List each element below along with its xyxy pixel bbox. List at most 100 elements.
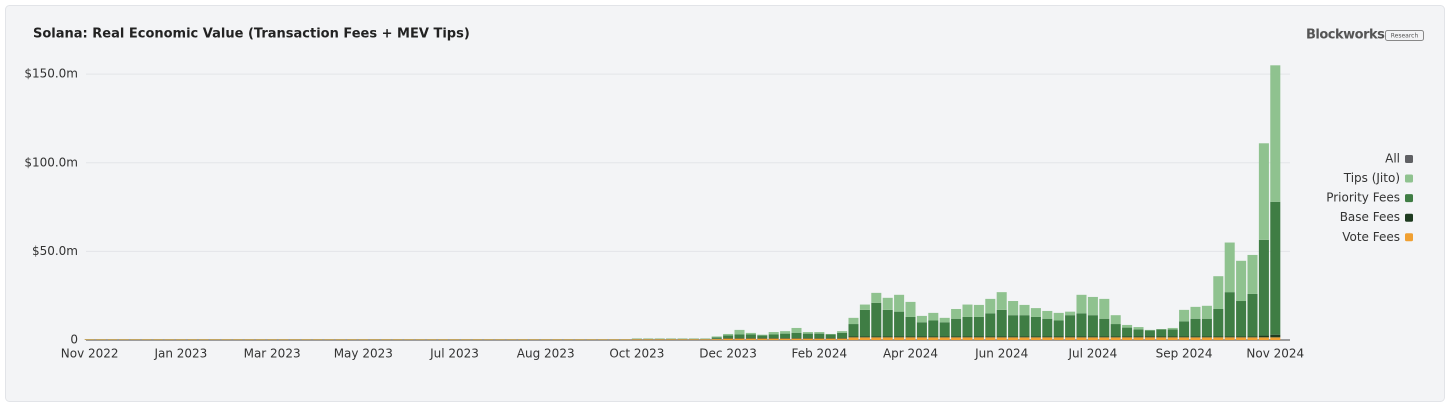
bar-segment	[825, 333, 836, 335]
bar-segment	[814, 338, 825, 339]
bar-segment	[586, 339, 597, 340]
bar-segment	[232, 339, 243, 340]
bar-segment	[267, 339, 278, 340]
bar-segment	[1008, 301, 1019, 316]
bar-segment	[1019, 315, 1030, 337]
bar-segment	[1270, 334, 1281, 338]
bar-segment	[1179, 309, 1190, 322]
bar-segment	[1213, 336, 1224, 338]
bar-segment	[1167, 327, 1178, 330]
bar-segment	[1156, 337, 1167, 340]
bar-segment	[1258, 143, 1269, 240]
bar-segment	[711, 337, 722, 339]
bar-segment	[1053, 312, 1064, 321]
bar-segment	[1201, 318, 1212, 337]
bar-segment	[985, 337, 996, 340]
bar-segment	[973, 304, 984, 317]
bar-segment	[643, 339, 654, 340]
bar-segment	[1099, 318, 1110, 337]
bar-segment	[187, 339, 198, 340]
bar-segment	[1144, 336, 1155, 338]
bar-segment	[1042, 337, 1053, 340]
bar-segment	[1213, 308, 1224, 337]
bar-segment	[928, 337, 939, 340]
bar-segment	[1156, 329, 1167, 337]
bar-segment	[962, 336, 973, 338]
bar-segment	[1042, 318, 1053, 337]
brand-tag: Research	[1391, 33, 1419, 40]
bar-segment	[768, 338, 779, 339]
bar-segment	[472, 339, 483, 340]
bar-segment	[1179, 337, 1190, 340]
bar-segment	[1213, 337, 1224, 340]
bar-segment	[837, 331, 848, 333]
bar-segment	[711, 336, 722, 338]
bar-segment	[1133, 327, 1144, 330]
bar-segment	[255, 339, 266, 340]
x-tick-label: Mar 2023	[244, 347, 301, 361]
bar-segment	[985, 298, 996, 314]
bar-segment	[928, 312, 939, 321]
bar-segment	[1008, 336, 1019, 338]
bar-segment	[1213, 276, 1224, 309]
bar-segment	[1224, 337, 1235, 340]
bar-segment	[1122, 324, 1133, 328]
bar-segment	[438, 339, 449, 340]
bar-segment	[837, 338, 848, 340]
bar-segment	[244, 339, 255, 340]
bar-segment	[848, 317, 859, 325]
bar-segment	[1110, 315, 1121, 325]
bar-segment	[837, 338, 848, 339]
bar-segment	[814, 333, 825, 339]
bar-segment	[825, 338, 836, 339]
bar-segment	[871, 336, 882, 338]
bar-segment	[210, 339, 221, 340]
bar-segment	[916, 337, 927, 340]
bar-segment	[1133, 336, 1144, 338]
bar-segment	[1224, 242, 1235, 293]
bar-segment	[1065, 336, 1076, 338]
bar-segment	[449, 339, 460, 340]
bar-segment	[996, 309, 1007, 337]
bar-segment	[745, 334, 756, 339]
bar-segment	[1201, 337, 1212, 340]
y-tick-label: $100.0m	[24, 155, 78, 169]
bar-segment	[221, 339, 232, 340]
bar-segment	[1247, 254, 1258, 294]
bar-segment	[1076, 294, 1087, 314]
bar-segment	[506, 339, 517, 340]
bar-segment	[894, 336, 905, 338]
bar-segment	[951, 308, 962, 319]
bar-segment	[1122, 337, 1133, 340]
bar-segment	[426, 339, 437, 340]
bar-segment	[620, 339, 631, 340]
bar-segment	[1133, 329, 1144, 337]
bar-segment	[1156, 336, 1167, 338]
bar-segment	[369, 339, 380, 340]
bar-segment	[1201, 336, 1212, 338]
bar-segment	[791, 332, 802, 339]
bar-segment	[1258, 335, 1269, 338]
bar-segment	[745, 338, 756, 340]
bar-segment	[973, 337, 984, 340]
bar-segment	[1019, 337, 1030, 340]
bar-segment	[951, 336, 962, 338]
chart-card	[5, 5, 1445, 402]
bar-segment	[1190, 318, 1201, 337]
x-tick-label: Jan 2023	[153, 347, 207, 361]
bar-segment	[1019, 304, 1030, 316]
bar-segment	[882, 297, 893, 310]
bar-segment	[198, 339, 209, 340]
bar-segment	[848, 337, 859, 340]
bar-segment	[1065, 337, 1076, 340]
legend-swatch	[1405, 213, 1413, 222]
bar-segment	[814, 332, 825, 334]
bar-segment	[973, 336, 984, 338]
bar-segment	[1053, 337, 1064, 340]
bar-segment	[859, 304, 870, 310]
bar-segment	[552, 339, 563, 340]
bar-segment	[118, 339, 129, 340]
x-tick-label: Jun 2024	[974, 347, 1028, 361]
bar-segment	[962, 304, 973, 317]
bar-segment	[745, 338, 756, 339]
